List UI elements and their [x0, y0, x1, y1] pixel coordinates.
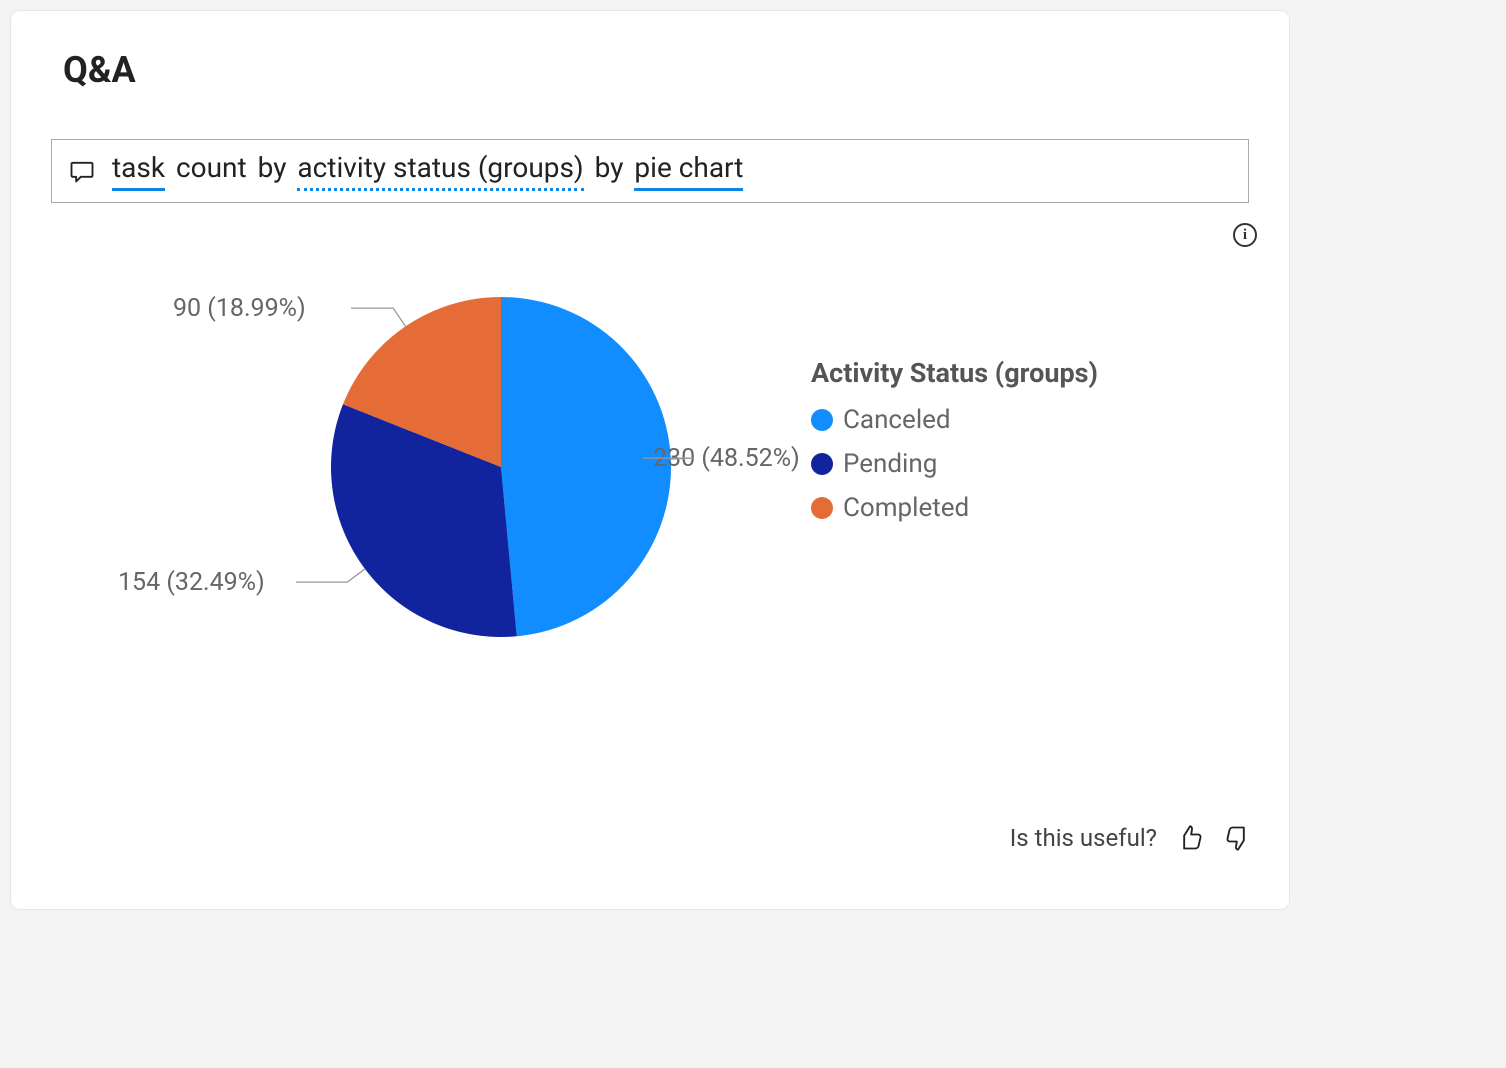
thumbs-down-button[interactable] [1223, 823, 1253, 853]
legend-label: Completed [843, 493, 969, 523]
query-input[interactable]: task count by activity status (groups) b… [51, 139, 1249, 203]
thumbs-down-icon [1224, 824, 1252, 852]
query-token: by [595, 151, 624, 188]
legend-label: Canceled [843, 405, 951, 435]
query-token: count [176, 151, 247, 188]
thumbs-up-icon [1176, 824, 1204, 852]
feedback-prompt: Is this useful? [1010, 824, 1157, 852]
info-icon[interactable]: i [1233, 223, 1257, 247]
visualization-area: 230 (48.52%)154 (32.49%)90 (18.99%) Acti… [11, 247, 1289, 697]
query-token: by [258, 151, 287, 188]
legend-item[interactable]: Pending [811, 449, 1098, 479]
feedback-bar: Is this useful? [1010, 823, 1253, 853]
pie-chart: 230 (48.52%)154 (32.49%)90 (18.99%) [71, 267, 811, 697]
chat-icon [68, 157, 96, 185]
query-text: task count by activity status (groups) b… [112, 151, 747, 191]
legend: Activity Status (groups) Canceled Pending… [811, 267, 1098, 537]
query-token: activity status (groups) [297, 151, 583, 191]
legend-label: Pending [843, 449, 937, 479]
legend-swatch [811, 497, 833, 519]
legend-title: Activity Status (groups) [811, 357, 1098, 389]
legend-item[interactable]: Canceled [811, 405, 1098, 435]
legend-swatch [811, 409, 833, 431]
qa-card: Q&A task count by activity status (group… [10, 10, 1290, 910]
thumbs-up-button[interactable] [1175, 823, 1205, 853]
query-token: pie chart [634, 151, 743, 191]
query-token: task [112, 151, 165, 191]
page-title: Q&A [11, 11, 1289, 91]
leader-lines [71, 267, 811, 697]
legend-item[interactable]: Completed [811, 493, 1098, 523]
legend-swatch [811, 453, 833, 475]
